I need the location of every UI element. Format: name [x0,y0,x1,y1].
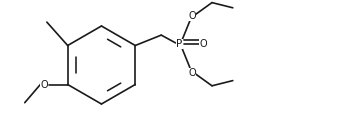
Text: P: P [176,39,183,49]
Text: O: O [189,11,196,21]
Text: O: O [41,80,48,89]
Text: O: O [199,39,207,49]
Text: O: O [189,68,196,78]
